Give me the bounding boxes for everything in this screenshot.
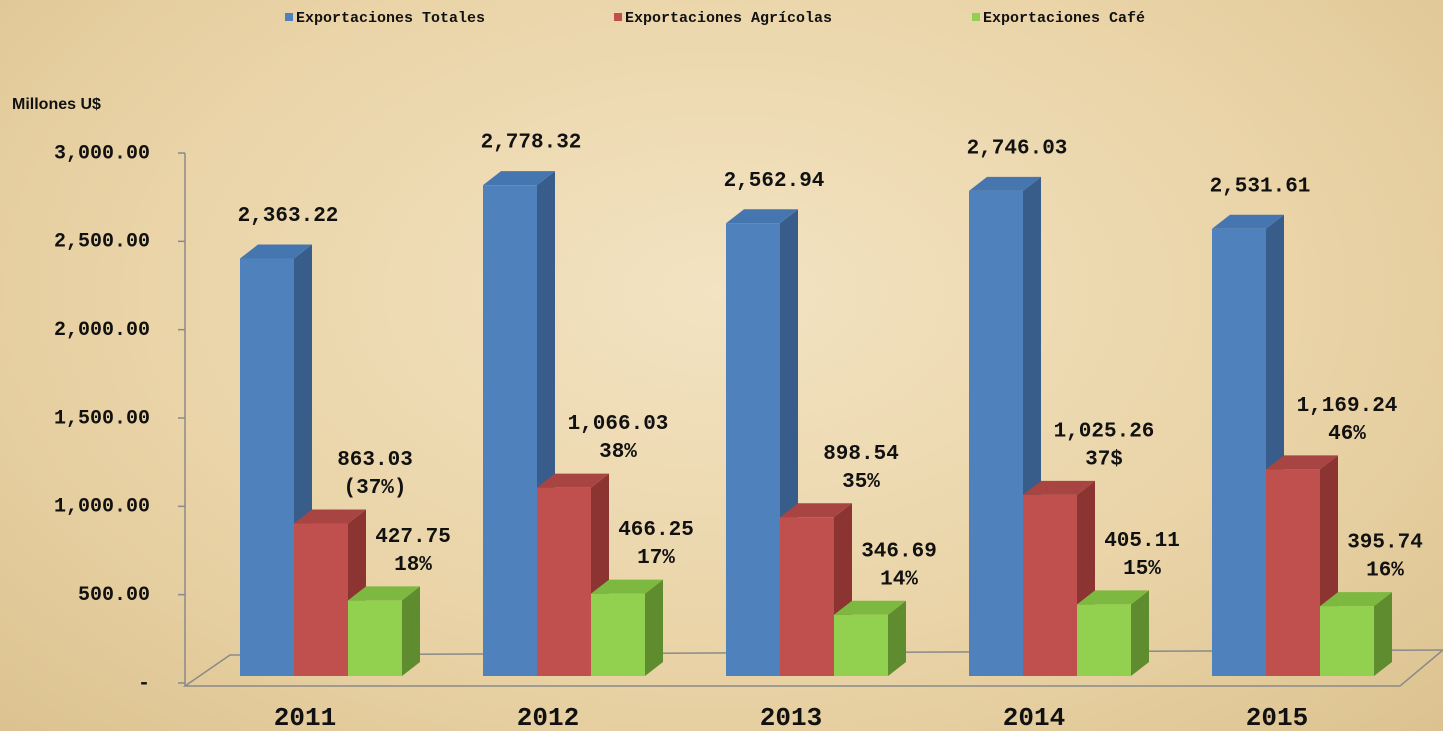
value-label: 898.54 <box>823 443 899 466</box>
bar-top <box>240 244 312 259</box>
x-tick-label: 2014 <box>1003 703 1065 731</box>
bar-top <box>1320 592 1392 607</box>
share-label: 16% <box>1366 560 1404 583</box>
bar-top <box>1023 480 1095 495</box>
value-label: 1,025.26 <box>1054 420 1155 443</box>
share-label: 35% <box>842 471 880 494</box>
value-label: 2,562.94 <box>724 170 825 193</box>
bar-top <box>1077 590 1149 605</box>
value-label: 466.25 <box>618 519 694 542</box>
bar-top <box>780 503 852 518</box>
bar-top <box>1212 214 1284 229</box>
bar-top <box>591 579 663 594</box>
value-label: 395.74 <box>1347 532 1423 555</box>
y-tick-label: - <box>138 672 150 695</box>
legend-label: Exportaciones Totales <box>296 10 485 27</box>
bar-side <box>888 600 906 676</box>
legend-swatch <box>285 13 293 21</box>
bar <box>969 190 1023 676</box>
bar-side <box>402 586 420 676</box>
bar-side <box>645 579 663 676</box>
bar <box>1023 494 1077 676</box>
value-label: 2,778.32 <box>481 132 582 155</box>
y-tick-label: 1,000.00 <box>54 496 150 519</box>
value-label: 427.75 <box>375 526 451 549</box>
value-label: 2,531.61 <box>1210 175 1311 198</box>
bar <box>240 258 294 676</box>
legend-label: Exportaciones Agrícolas <box>625 10 832 27</box>
y-tick-label: 1,500.00 <box>54 407 150 430</box>
bar <box>780 517 834 676</box>
share-label: 17% <box>637 547 675 570</box>
share-label: 46% <box>1328 423 1366 446</box>
y-tick-label: 2,500.00 <box>54 231 150 254</box>
y-axis-label: Millones U$ <box>12 96 101 113</box>
bar <box>348 600 402 676</box>
legend-swatch <box>972 13 980 21</box>
bar <box>834 614 888 676</box>
bar <box>1212 228 1266 676</box>
x-tick-label: 2013 <box>760 703 822 731</box>
value-label: 1,169.24 <box>1297 395 1398 418</box>
bar-side <box>1131 590 1149 676</box>
y-tick-label: 3,000.00 <box>54 142 150 165</box>
bar-top <box>834 600 906 615</box>
bar-top <box>1266 455 1338 470</box>
bar-side <box>1374 592 1392 676</box>
share-label: 15% <box>1123 558 1161 581</box>
value-label: 405.11 <box>1104 530 1180 553</box>
bar <box>591 593 645 676</box>
value-label: 2,363.22 <box>238 205 339 228</box>
bar <box>1320 606 1374 676</box>
share-label: (37%) <box>343 477 406 500</box>
bar-top <box>294 509 366 524</box>
x-tick-label: 2011 <box>274 703 336 731</box>
bar-top <box>348 586 420 601</box>
bar <box>537 487 591 676</box>
share-label: 14% <box>880 568 918 591</box>
bar <box>726 223 780 676</box>
share-label: 37$ <box>1085 448 1123 471</box>
x-tick-label: 2012 <box>517 703 579 731</box>
bar <box>483 185 537 677</box>
value-label: 346.69 <box>861 540 937 563</box>
bar-top <box>726 209 798 224</box>
value-label: 2,746.03 <box>967 137 1068 160</box>
floor <box>182 649 1443 687</box>
y-tick-label: 500.00 <box>78 584 150 607</box>
value-label: 1,066.03 <box>568 413 669 436</box>
bar-top <box>969 176 1041 191</box>
bar-top <box>483 171 555 186</box>
x-tick-label: 2015 <box>1246 703 1308 731</box>
legend-swatch <box>614 13 622 21</box>
value-label: 863.03 <box>337 449 413 472</box>
bar-top <box>537 473 609 488</box>
share-label: 38% <box>599 441 637 464</box>
y-tick-label: 2,000.00 <box>54 319 150 342</box>
bar <box>1266 469 1320 676</box>
bar <box>1077 604 1131 676</box>
legend-label: Exportaciones Café <box>983 10 1145 27</box>
share-label: 18% <box>394 554 432 577</box>
bar <box>294 523 348 676</box>
